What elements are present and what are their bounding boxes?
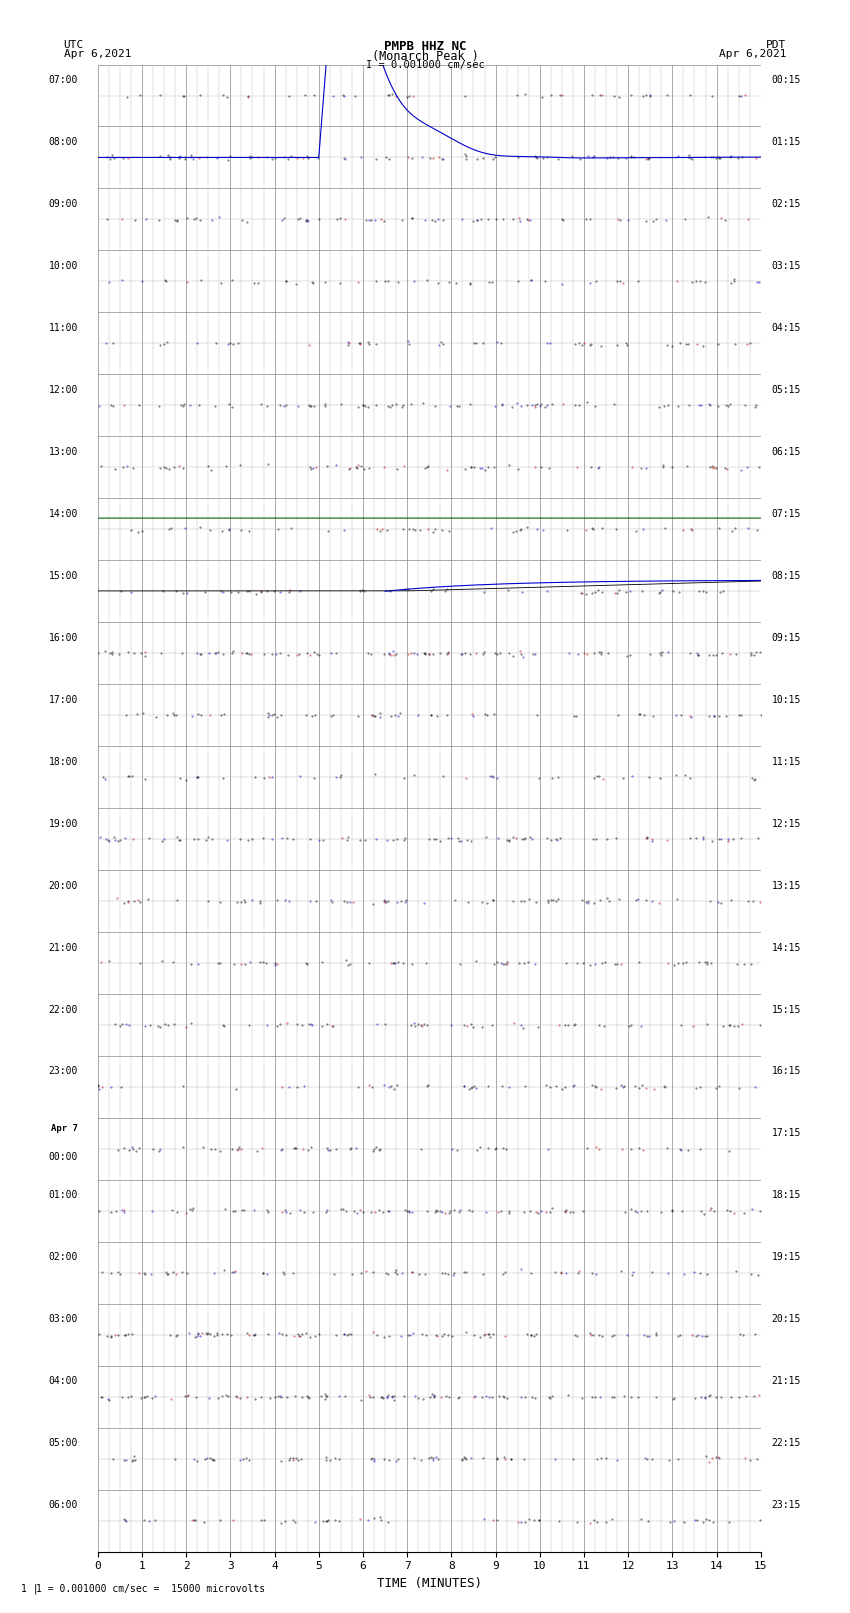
Text: 01:15: 01:15: [772, 137, 802, 147]
Text: (Monarch Peak ): (Monarch Peak ): [371, 50, 479, 63]
Text: 10:00: 10:00: [48, 261, 78, 271]
Text: UTC: UTC: [64, 39, 84, 50]
Text: PDT: PDT: [766, 39, 786, 50]
Text: Apr 6,2021: Apr 6,2021: [64, 50, 131, 60]
Text: 17:15: 17:15: [772, 1129, 802, 1139]
Text: 13:00: 13:00: [48, 447, 78, 456]
Text: 02:00: 02:00: [48, 1252, 78, 1263]
Text: 11:00: 11:00: [48, 323, 78, 332]
Text: 17:00: 17:00: [48, 695, 78, 705]
Text: 04:15: 04:15: [772, 323, 802, 332]
Text: 11:15: 11:15: [772, 756, 802, 766]
Text: 07:00: 07:00: [48, 76, 78, 85]
Text: 05:00: 05:00: [48, 1439, 78, 1448]
Text: I = 0.001000 cm/sec: I = 0.001000 cm/sec: [366, 60, 484, 71]
Text: 02:15: 02:15: [772, 198, 802, 210]
Text: 22:15: 22:15: [772, 1439, 802, 1448]
Text: 03:00: 03:00: [48, 1315, 78, 1324]
X-axis label: TIME (MINUTES): TIME (MINUTES): [377, 1578, 482, 1590]
Text: 00:00: 00:00: [48, 1152, 78, 1161]
Text: 16:00: 16:00: [48, 632, 78, 642]
Text: 05:15: 05:15: [772, 386, 802, 395]
Text: 08:15: 08:15: [772, 571, 802, 581]
Text: 22:00: 22:00: [48, 1005, 78, 1015]
Text: 15:00: 15:00: [48, 571, 78, 581]
Text: 12:00: 12:00: [48, 386, 78, 395]
Text: 07:15: 07:15: [772, 508, 802, 519]
Text: 14:15: 14:15: [772, 942, 802, 953]
Text: PMPB HHZ NC: PMPB HHZ NC: [383, 39, 467, 53]
Text: 20:15: 20:15: [772, 1315, 802, 1324]
Text: Apr 6,2021: Apr 6,2021: [719, 50, 786, 60]
Text: 03:15: 03:15: [772, 261, 802, 271]
Text: 12:15: 12:15: [772, 819, 802, 829]
Text: 00:15: 00:15: [772, 76, 802, 85]
Text: 10:15: 10:15: [772, 695, 802, 705]
Text: 06:00: 06:00: [48, 1500, 78, 1510]
Text: 13:15: 13:15: [772, 881, 802, 890]
Text: 06:15: 06:15: [772, 447, 802, 456]
Text: 15:15: 15:15: [772, 1005, 802, 1015]
Text: Apr 7: Apr 7: [51, 1124, 78, 1134]
Text: 1 = 0.001000 cm/sec =  15000 microvolts: 1 = 0.001000 cm/sec = 15000 microvolts: [36, 1584, 265, 1594]
Text: 1 |: 1 |: [21, 1582, 39, 1594]
Text: 23:15: 23:15: [772, 1500, 802, 1510]
Text: 09:15: 09:15: [772, 632, 802, 642]
Text: 19:15: 19:15: [772, 1252, 802, 1263]
Text: 01:00: 01:00: [48, 1190, 78, 1200]
Text: 21:15: 21:15: [772, 1376, 802, 1386]
Text: 09:00: 09:00: [48, 198, 78, 210]
Text: 08:00: 08:00: [48, 137, 78, 147]
Text: 19:00: 19:00: [48, 819, 78, 829]
Text: 21:00: 21:00: [48, 942, 78, 953]
Text: 20:00: 20:00: [48, 881, 78, 890]
Text: 18:00: 18:00: [48, 756, 78, 766]
Text: 14:00: 14:00: [48, 508, 78, 519]
Text: 04:00: 04:00: [48, 1376, 78, 1386]
Text: 16:15: 16:15: [772, 1066, 802, 1076]
Text: 23:00: 23:00: [48, 1066, 78, 1076]
Text: 18:15: 18:15: [772, 1190, 802, 1200]
